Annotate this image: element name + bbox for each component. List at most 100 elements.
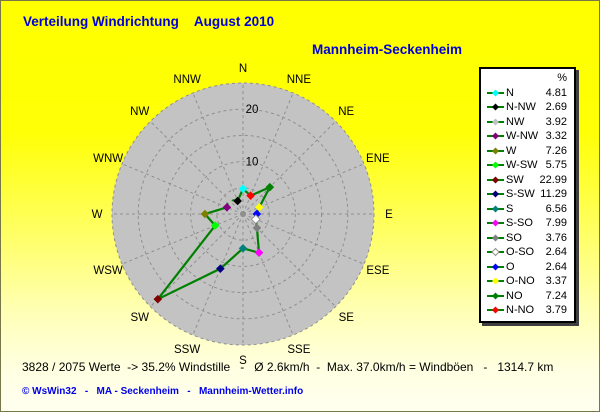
legend-item-value: 3.32 bbox=[545, 130, 567, 142]
legend-item: N-NO 3.79 bbox=[486, 303, 567, 318]
legend-item-value: 22.99 bbox=[539, 173, 567, 186]
legend-marker-icon bbox=[487, 219, 504, 227]
legend-item: O-SO 2.64 bbox=[486, 245, 567, 260]
status-line: 3828 / 2075 Werte -> 35.2% Windstille - … bbox=[22, 360, 554, 374]
data-point-marker bbox=[246, 191, 255, 200]
legend-marker-icon bbox=[487, 306, 504, 314]
compass-label: ENE bbox=[366, 153, 390, 165]
data-point-marker bbox=[224, 195, 233, 204]
compass-label: WNW bbox=[93, 153, 123, 165]
legend-marker-icon bbox=[487, 292, 504, 300]
legend-item-value: 2.69 bbox=[545, 101, 567, 113]
legend-marker-icon bbox=[487, 205, 504, 213]
legend-item-label: N bbox=[506, 86, 514, 99]
legend-item-value: 3.37 bbox=[545, 275, 567, 287]
compass-label: SE bbox=[339, 312, 355, 324]
legend-item-value: 4.81 bbox=[545, 86, 567, 99]
legend-item-value: 11.29 bbox=[540, 188, 567, 200]
station-title: Mannheim-Seckenheim bbox=[312, 42, 463, 57]
legend-marker-icon bbox=[487, 89, 504, 97]
legend-item-value: 2.64 bbox=[545, 260, 567, 273]
title-main: Verteilung Windrichtung bbox=[23, 14, 179, 29]
legend-item-label: O-SO bbox=[506, 246, 535, 258]
data-point-marker bbox=[222, 203, 232, 212]
legend-item: NO 7.24 bbox=[486, 289, 567, 304]
legend-item-label: O-NO bbox=[506, 275, 535, 287]
radial-tick-label: 10 bbox=[246, 157, 259, 169]
legend-item-value: 7.26 bbox=[545, 144, 567, 157]
legend-item-label: S-SW bbox=[506, 188, 535, 200]
compass-label: NNW bbox=[173, 74, 201, 86]
legend-item: S-SO 7.99 bbox=[486, 216, 567, 231]
data-point-marker bbox=[233, 196, 242, 206]
legend-item-value: 3.92 bbox=[545, 115, 567, 128]
radial-gridline bbox=[192, 92, 244, 215]
radial-gridline bbox=[121, 213, 244, 265]
data-point-marker bbox=[255, 202, 264, 212]
compass-label: WSW bbox=[93, 265, 123, 277]
legend-item-label: O bbox=[506, 260, 515, 273]
legend-item-label: NO bbox=[506, 289, 523, 302]
compass-label: W bbox=[92, 209, 103, 221]
legend-item-label: N-NW bbox=[506, 101, 536, 113]
footer-credits-link[interactable]: © WsWin32 - MA - Seckenheim - Mannheim-W… bbox=[22, 386, 304, 397]
legend-item-value: 3.76 bbox=[545, 231, 567, 244]
legend-item-value: 2.64 bbox=[545, 246, 567, 258]
legend-panel: % N 4.81 N-NW 2.69 NW 3.92 W-NW 3.32 W 7.26 W-SW 5.… bbox=[479, 67, 576, 323]
compass-label: SSW bbox=[174, 344, 200, 356]
legend-marker-icon bbox=[487, 161, 504, 169]
legend-item-label: W-NW bbox=[506, 130, 539, 142]
legend-marker-icon bbox=[487, 190, 504, 198]
data-point-marker bbox=[216, 264, 225, 273]
legend-item: W-NW 3.32 bbox=[486, 129, 567, 144]
legend-item-value: 7.99 bbox=[545, 217, 567, 229]
legend-item: O-NO 3.37 bbox=[486, 274, 567, 289]
legend-item-label: NW bbox=[506, 115, 525, 128]
radial-gridline bbox=[242, 163, 365, 215]
radial-gridline bbox=[242, 213, 336, 307]
title-period: August 2010 bbox=[193, 14, 275, 29]
data-point-marker bbox=[238, 184, 248, 194]
legend-item: NW 3.92 bbox=[486, 115, 567, 130]
radial-gridline bbox=[150, 213, 244, 307]
radial-gridline bbox=[242, 92, 294, 215]
legend-rows: N 4.81 N-NW 2.69 NW 3.92 W-NW 3.32 W 7.26 W-SW 5.75… bbox=[486, 86, 567, 318]
compass-label: NW bbox=[130, 106, 149, 118]
compass-label: S bbox=[239, 355, 247, 367]
compass-label: N bbox=[239, 63, 247, 75]
data-point-marker bbox=[265, 182, 275, 192]
legend-marker-icon bbox=[487, 103, 504, 111]
data-point-marker bbox=[153, 294, 163, 304]
legend-item-label: S bbox=[506, 202, 514, 215]
radial-tick-label: 20 bbox=[246, 104, 259, 116]
legend-marker-icon bbox=[487, 263, 504, 271]
legend-item-label: SO bbox=[506, 231, 522, 244]
compass-label: SSE bbox=[287, 344, 310, 356]
data-point-marker bbox=[200, 209, 210, 219]
legend-marker-icon bbox=[487, 147, 504, 155]
legend-item-value: 3.79 bbox=[545, 304, 567, 316]
legend-item: N-NW 2.69 bbox=[486, 100, 567, 115]
radial-gridline bbox=[150, 121, 244, 215]
circular-gridline bbox=[190, 161, 296, 267]
data-point-marker bbox=[250, 214, 261, 225]
data-point-marker bbox=[252, 223, 262, 233]
legend-item: W-SW 5.75 bbox=[486, 158, 567, 173]
legend-item-value: 5.75 bbox=[545, 159, 567, 171]
legend-item-label: N-NO bbox=[506, 304, 535, 316]
compass-label: SW bbox=[130, 312, 149, 324]
data-point-marker bbox=[238, 244, 248, 253]
legend-item-value: 6.56 bbox=[545, 202, 567, 215]
data-point-marker bbox=[210, 221, 220, 230]
legend-marker-icon bbox=[487, 118, 504, 126]
legend-item-label: W bbox=[506, 144, 517, 157]
radial-gridline bbox=[242, 121, 336, 215]
page-title: Verteilung Windrichtung August 2010 bbox=[23, 14, 274, 29]
data-point-markers bbox=[153, 182, 275, 304]
legend-item: W 7.26 bbox=[486, 144, 567, 159]
compass-label: NNE bbox=[287, 74, 312, 86]
legend-marker-icon bbox=[487, 234, 504, 242]
compass-label: ESE bbox=[366, 265, 389, 277]
